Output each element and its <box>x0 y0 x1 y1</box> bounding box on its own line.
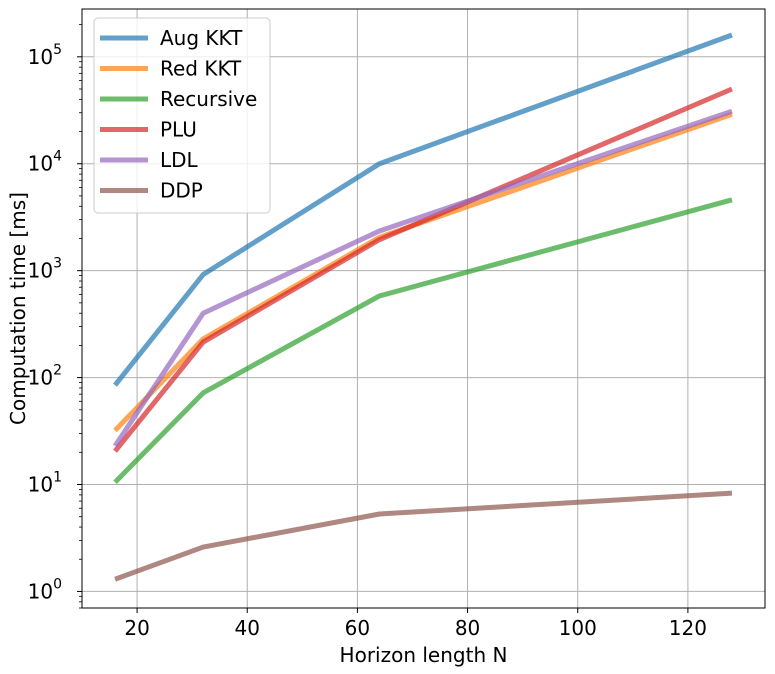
y-tick-exponent: 5 <box>53 42 62 58</box>
series-line-ddp <box>114 490 733 582</box>
series-line-aug-kkt <box>113 32 733 387</box>
series-line-ldl <box>112 108 733 448</box>
y-tick-label: 103 <box>28 256 62 283</box>
x-tick-label: 80 <box>455 616 480 640</box>
x-axis-ticks: 20 40 60 80 100 120 <box>124 608 707 640</box>
legend-label: DDP <box>160 179 203 203</box>
y-tick-base: 10 <box>28 152 53 176</box>
x-tick-label: 60 <box>345 616 370 640</box>
series-lines <box>112 32 733 582</box>
legend-label: LDL <box>160 148 199 172</box>
series-line-recursive <box>113 197 733 485</box>
x-tick-label: 100 <box>559 616 597 640</box>
x-axis-label: Horizon length N <box>340 643 508 667</box>
legend-label: Red KKT <box>160 57 242 81</box>
legend-label: PLU <box>160 118 197 142</box>
y-tick-base: 10 <box>28 579 53 603</box>
x-tick-label: 20 <box>124 616 149 640</box>
y-tick-label: 102 <box>28 363 62 390</box>
y-tick-exponent: 1 <box>53 470 62 486</box>
y-tick-label: 105 <box>28 42 62 69</box>
y-tick-exponent: 0 <box>53 576 62 592</box>
series-line-plu <box>113 86 733 453</box>
y-axis-label: Computation time [ms] <box>6 192 30 425</box>
y-tick-exponent: 4 <box>53 149 62 165</box>
plot-frame <box>81 8 766 609</box>
x-tick-label: 120 <box>669 616 707 640</box>
y-tick-exponent: 3 <box>53 256 62 272</box>
y-tick-label: 104 <box>28 149 62 176</box>
legend-label: Aug KKT <box>160 26 243 50</box>
y-tick-label: 101 <box>28 470 62 497</box>
y-tick-base: 10 <box>28 259 53 283</box>
y-tick-base: 10 <box>28 473 53 497</box>
y-tick-base: 10 <box>28 366 53 390</box>
legend: Aug KKT Red KKT Recursive PLU LDL DDP <box>93 17 271 214</box>
x-tick-label: 40 <box>235 616 260 640</box>
legend-label: Recursive <box>160 87 257 111</box>
y-tick-label: 100 <box>28 576 62 603</box>
y-tick-exponent: 2 <box>53 363 62 379</box>
y-tick-base: 10 <box>28 45 53 69</box>
